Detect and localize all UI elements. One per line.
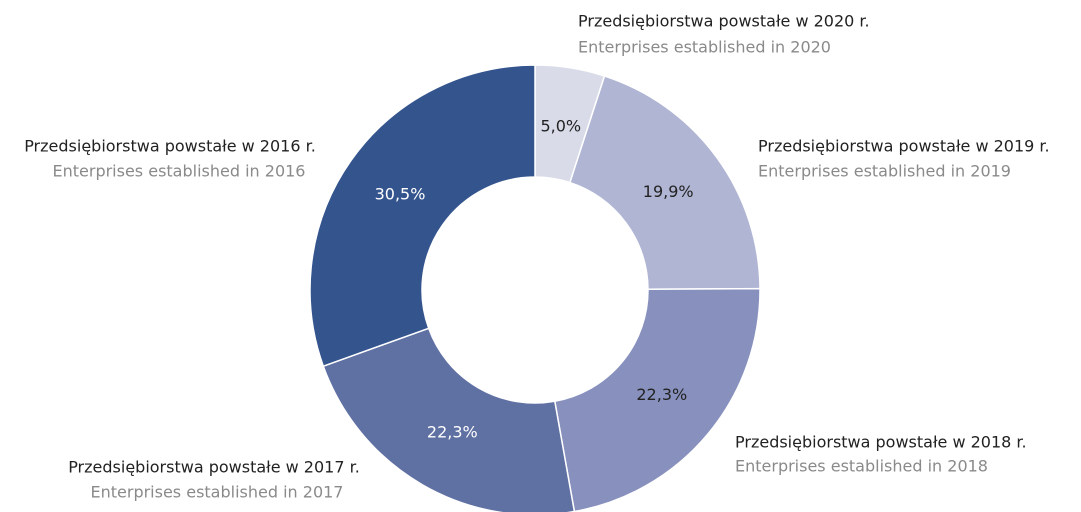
category-label: Przedsiębiorstwa powstałe w 2016 r. xyxy=(24,137,316,156)
category-label-en: Enterprises established in 2016 xyxy=(53,162,306,181)
donut-slice xyxy=(553,287,761,512)
category-label: Przedsiębiorstwa powstałe w 2017 r. xyxy=(68,458,360,477)
category-label-en: Enterprises established in 2020 xyxy=(578,38,831,57)
data-label: 22,3% xyxy=(427,422,478,441)
category-label-en: Enterprises established in 2018 xyxy=(735,457,988,476)
data-label: 30,5% xyxy=(375,185,426,204)
category-label-en: Enterprises established in 2017 xyxy=(91,483,344,502)
donut-slice xyxy=(322,327,576,512)
donut-slice xyxy=(309,64,536,368)
data-label: 22,3% xyxy=(636,385,687,404)
category-label: Przedsiębiorstwa powstałe w 2019 r. xyxy=(758,137,1050,156)
category-label-en: Enterprises established in 2019 xyxy=(758,162,1011,181)
data-label: 5,0% xyxy=(540,117,581,136)
category-label: Przedsiębiorstwa powstałe w 2020 r. xyxy=(578,12,870,31)
donut-slice xyxy=(568,75,761,291)
data-label: 19,9% xyxy=(643,182,694,201)
category-label: Przedsiębiorstwa powstałe w 2018 r. xyxy=(735,433,1027,452)
